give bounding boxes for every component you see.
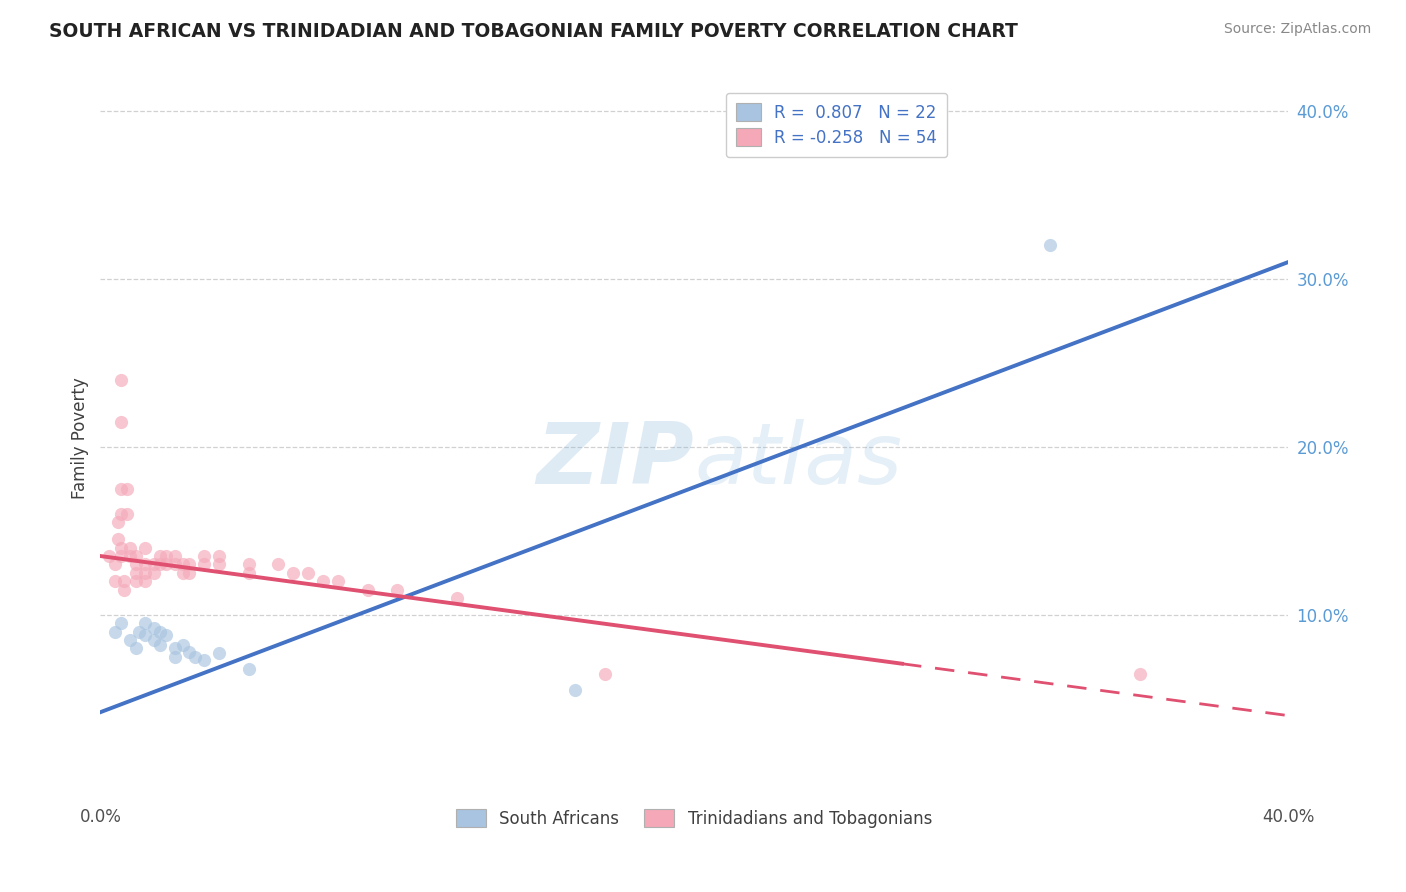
Point bbox=[115, 482, 138, 496]
Point bbox=[446, 591, 468, 605]
Point bbox=[163, 549, 186, 563]
Point bbox=[125, 574, 148, 589]
Point bbox=[98, 549, 121, 563]
Point bbox=[163, 649, 186, 664]
Point bbox=[125, 549, 148, 563]
Point bbox=[193, 549, 215, 563]
Point bbox=[267, 558, 290, 572]
Point bbox=[112, 582, 135, 597]
Point bbox=[238, 566, 260, 580]
Point bbox=[387, 582, 409, 597]
Point bbox=[149, 624, 172, 639]
Point bbox=[115, 507, 138, 521]
Point bbox=[193, 558, 215, 572]
Point bbox=[326, 574, 349, 589]
Point bbox=[149, 558, 172, 572]
Point bbox=[104, 624, 127, 639]
Point bbox=[104, 574, 127, 589]
Point bbox=[184, 649, 207, 664]
Point bbox=[179, 558, 201, 572]
Point bbox=[173, 566, 195, 580]
Point bbox=[110, 541, 132, 555]
Point bbox=[125, 558, 148, 572]
Text: Source: ZipAtlas.com: Source: ZipAtlas.com bbox=[1223, 22, 1371, 37]
Point bbox=[142, 621, 165, 635]
Point bbox=[134, 628, 156, 642]
Point bbox=[142, 558, 165, 572]
Point bbox=[118, 632, 141, 647]
Text: ZIP: ZIP bbox=[537, 418, 695, 501]
Point bbox=[312, 574, 335, 589]
Point bbox=[173, 638, 195, 652]
Point bbox=[208, 558, 231, 572]
Point bbox=[134, 574, 156, 589]
Y-axis label: Family Poverty: Family Poverty bbox=[72, 377, 89, 500]
Point bbox=[104, 558, 127, 572]
Legend: South Africans, Trinidadians and Tobagonians: South Africans, Trinidadians and Tobagon… bbox=[450, 803, 939, 835]
Point bbox=[163, 558, 186, 572]
Point bbox=[118, 541, 141, 555]
Point bbox=[118, 549, 141, 563]
Point bbox=[110, 482, 132, 496]
Point bbox=[110, 415, 132, 429]
Point bbox=[283, 566, 305, 580]
Point bbox=[149, 549, 172, 563]
Point bbox=[356, 582, 378, 597]
Point bbox=[107, 533, 129, 547]
Point bbox=[1128, 666, 1150, 681]
Point bbox=[155, 549, 177, 563]
Point bbox=[134, 558, 156, 572]
Point bbox=[564, 683, 586, 698]
Point bbox=[238, 661, 260, 675]
Point bbox=[155, 628, 177, 642]
Point bbox=[163, 641, 186, 656]
Text: atlas: atlas bbox=[695, 418, 903, 501]
Point bbox=[107, 516, 129, 530]
Point bbox=[149, 638, 172, 652]
Point bbox=[134, 541, 156, 555]
Point bbox=[125, 641, 148, 656]
Point bbox=[142, 566, 165, 580]
Point bbox=[173, 558, 195, 572]
Point bbox=[110, 373, 132, 387]
Point bbox=[110, 549, 132, 563]
Point bbox=[155, 558, 177, 572]
Point bbox=[593, 666, 616, 681]
Point bbox=[208, 647, 231, 661]
Point bbox=[193, 653, 215, 667]
Point bbox=[110, 616, 132, 631]
Text: SOUTH AFRICAN VS TRINIDADIAN AND TOBAGONIAN FAMILY POVERTY CORRELATION CHART: SOUTH AFRICAN VS TRINIDADIAN AND TOBAGON… bbox=[49, 22, 1018, 41]
Point bbox=[238, 558, 260, 572]
Point bbox=[297, 566, 319, 580]
Point bbox=[128, 624, 150, 639]
Point bbox=[110, 507, 132, 521]
Point bbox=[134, 566, 156, 580]
Point bbox=[112, 574, 135, 589]
Point bbox=[179, 645, 201, 659]
Point bbox=[1039, 238, 1062, 252]
Point bbox=[208, 549, 231, 563]
Point bbox=[134, 616, 156, 631]
Point bbox=[125, 566, 148, 580]
Point bbox=[142, 632, 165, 647]
Point bbox=[179, 566, 201, 580]
